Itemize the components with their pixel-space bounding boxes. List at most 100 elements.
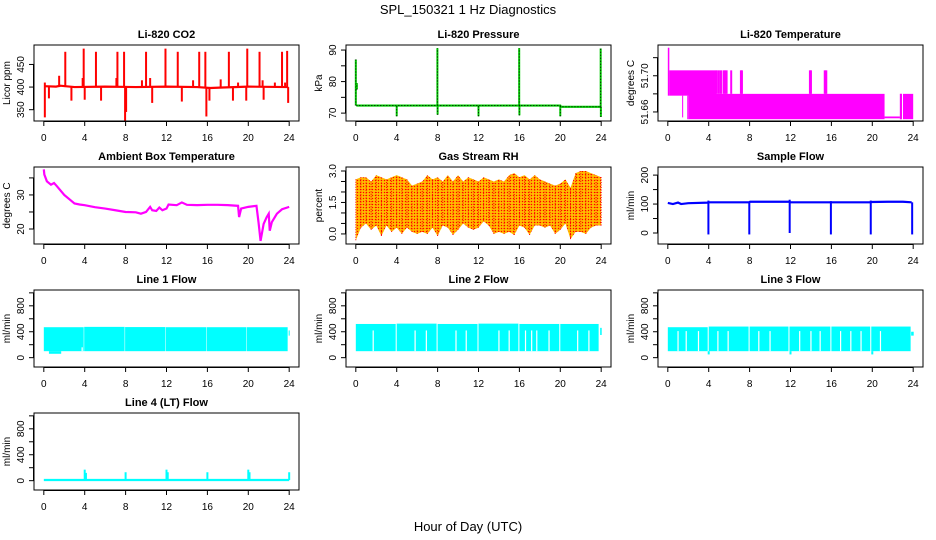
x-tick-label: 20 — [867, 379, 879, 390]
x-tick-label: 4 — [394, 379, 400, 390]
panel-title: Li-820 Pressure — [438, 29, 520, 41]
x-tick-label: 8 — [747, 379, 753, 390]
x-tick-label: 4 — [82, 256, 88, 267]
x-tick-label: 16 — [514, 256, 526, 267]
x-tick-label: 20 — [243, 133, 255, 144]
y-tick-label: 80 — [328, 76, 339, 88]
panel-title: Line 4 (LT) Flow — [125, 397, 208, 409]
x-tick-label: 24 — [596, 256, 608, 267]
band-fill — [246, 327, 288, 352]
x-tick-label: 12 — [161, 133, 173, 144]
x-tick-label: 0 — [353, 256, 359, 267]
x-tick-label: 16 — [826, 256, 838, 267]
x-tick-label: 4 — [82, 502, 88, 513]
x-tick-label: 0 — [353, 133, 359, 144]
y-tick-label: 100 — [640, 195, 651, 212]
x-tick-label: 20 — [243, 502, 255, 513]
x-tick-label: 12 — [785, 256, 797, 267]
x-tick-label: 16 — [202, 256, 214, 267]
y-tick-label: 0 — [640, 230, 651, 236]
band-fill — [884, 116, 900, 119]
y-tick-label: 800 — [16, 420, 27, 437]
band-fill — [355, 323, 396, 352]
y-tick-label: 30 — [16, 189, 27, 201]
x-tick-label: 8 — [123, 502, 129, 513]
plot-area — [667, 47, 914, 120]
x-tick-label: 20 — [867, 256, 879, 267]
x-tick-label: 12 — [785, 133, 797, 144]
band-fill — [437, 323, 478, 352]
y-tick-label: 70 — [328, 107, 339, 119]
y-axis-label: degrees C — [2, 182, 13, 228]
band-fill — [48, 351, 62, 354]
band-fill — [902, 93, 914, 120]
band-fill — [682, 95, 684, 118]
x-tick-label: 4 — [706, 256, 712, 267]
x-tick-label: 16 — [202, 502, 214, 513]
panel-title: Ambient Box Temperature — [98, 151, 235, 163]
x-tick-label: 8 — [747, 133, 753, 144]
y-tick-label: 0 — [328, 354, 339, 360]
band-fill — [560, 323, 599, 352]
x-tick-label: 24 — [908, 133, 920, 144]
x-tick-label: 20 — [867, 133, 879, 144]
y-tick-label: 400 — [16, 78, 27, 95]
x-tick-label: 24 — [908, 379, 920, 390]
y-tick-label: 200 — [640, 166, 651, 183]
x-tick-label: 8 — [123, 379, 129, 390]
x-tick-label: 12 — [473, 133, 485, 144]
plot-area — [355, 323, 602, 352]
x-tick-label: 8 — [123, 133, 129, 144]
x-tick-label: 0 — [41, 133, 47, 144]
x-tick-label: 16 — [202, 133, 214, 144]
x-tick-label: 20 — [243, 256, 255, 267]
x-tick-label: 4 — [82, 133, 88, 144]
x-tick-label: 0 — [665, 379, 671, 390]
x-tick-label: 12 — [161, 502, 173, 513]
band-fill — [749, 326, 789, 352]
plot-area — [355, 170, 602, 241]
band-fill — [165, 327, 207, 352]
x-tick-label: 24 — [908, 256, 920, 267]
x-tick-label: 0 — [665, 133, 671, 144]
band-fill — [600, 327, 602, 335]
series-line — [667, 200, 912, 206]
y-tick-label: 400 — [328, 323, 339, 340]
band-fill — [206, 327, 247, 352]
plot-area — [354, 48, 602, 117]
y-axis-label: ml/min — [626, 191, 637, 220]
x-tick-label: 0 — [41, 502, 47, 513]
plot-area — [667, 199, 914, 235]
y-tick-label: 0 — [16, 354, 27, 360]
x-tick-label: 8 — [435, 133, 441, 144]
band-fill — [288, 330, 290, 336]
y-axis-label: percent — [314, 189, 325, 223]
x-tick-label: 12 — [473, 256, 485, 267]
y-axis-label: kPa — [314, 74, 325, 92]
band-fill — [688, 93, 885, 120]
band-fill — [43, 327, 84, 352]
y-tick-label: 0 — [16, 477, 27, 483]
y-axis-label: degrees C — [626, 60, 637, 106]
x-tick-label: 24 — [284, 133, 296, 144]
panel-title: Li-820 CO2 — [138, 29, 195, 41]
x-tick-label: 8 — [123, 256, 129, 267]
figure-title: SPL_150321 1 Hz Diagnostics — [380, 2, 557, 17]
x-tick-label: 24 — [596, 133, 608, 144]
plot-area — [667, 326, 914, 355]
x-tick-label: 20 — [243, 379, 255, 390]
x-tick-label: 20 — [555, 133, 567, 144]
y-axis-label: ml/min — [626, 314, 637, 343]
y-tick-label: 1.5 — [328, 195, 339, 209]
x-tick-label: 4 — [394, 133, 400, 144]
x-tick-label: 24 — [284, 502, 296, 513]
plot-area — [43, 48, 290, 121]
y-tick-label: 400 — [16, 323, 27, 340]
x-tick-label: 16 — [514, 133, 526, 144]
